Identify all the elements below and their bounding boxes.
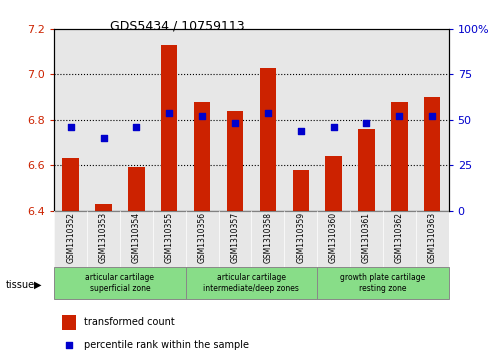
Bar: [416, 29, 449, 211]
Bar: [153, 29, 186, 211]
Bar: [325, 156, 342, 211]
Text: GSM1310362: GSM1310362: [395, 212, 404, 263]
Bar: [227, 111, 243, 211]
Bar: [87, 211, 120, 267]
Bar: [194, 102, 211, 211]
Bar: [153, 211, 186, 267]
Text: transformed count: transformed count: [84, 317, 175, 327]
Text: tissue: tissue: [6, 280, 35, 290]
Text: GSM1310356: GSM1310356: [198, 212, 207, 263]
Bar: [391, 102, 408, 211]
Point: [100, 135, 107, 141]
Bar: [120, 29, 153, 211]
Bar: [251, 211, 284, 267]
Bar: [63, 158, 79, 211]
Bar: [383, 211, 416, 267]
Text: growth plate cartilage
resting zone: growth plate cartilage resting zone: [340, 273, 425, 293]
Text: GSM1310357: GSM1310357: [231, 212, 240, 263]
Bar: [54, 29, 87, 211]
Bar: [284, 211, 317, 267]
Bar: [317, 211, 350, 267]
Bar: [186, 211, 218, 267]
Bar: [128, 167, 144, 211]
Bar: [87, 29, 120, 211]
Point: [67, 124, 74, 130]
Point: [297, 128, 305, 134]
Bar: [218, 29, 251, 211]
Text: GSM1310363: GSM1310363: [428, 212, 437, 263]
Text: percentile rank within the sample: percentile rank within the sample: [84, 340, 249, 350]
Text: ▶: ▶: [34, 280, 41, 290]
Bar: [416, 211, 449, 267]
Bar: [251, 29, 284, 211]
Point: [133, 124, 141, 130]
Text: GDS5434 / 10759113: GDS5434 / 10759113: [110, 20, 245, 33]
Bar: [62, 315, 76, 330]
Text: GSM1310359: GSM1310359: [296, 212, 305, 263]
Point: [264, 110, 272, 115]
Bar: [260, 68, 276, 211]
Bar: [54, 267, 186, 299]
Bar: [120, 211, 153, 267]
Bar: [186, 267, 317, 299]
Bar: [218, 211, 251, 267]
Text: GSM1310361: GSM1310361: [362, 212, 371, 263]
Bar: [54, 211, 87, 267]
Bar: [292, 170, 309, 211]
Point: [198, 113, 206, 119]
Point: [384, 235, 391, 241]
Text: GSM1310360: GSM1310360: [329, 212, 338, 263]
Bar: [317, 29, 350, 211]
Bar: [186, 29, 218, 211]
Bar: [350, 211, 383, 267]
Bar: [383, 29, 416, 211]
Bar: [161, 45, 177, 211]
Point: [395, 113, 403, 119]
Text: articular cartilage
intermediate/deep zones: articular cartilage intermediate/deep zo…: [204, 273, 299, 293]
Text: GSM1310355: GSM1310355: [165, 212, 174, 263]
Text: articular cartilage
superficial zone: articular cartilage superficial zone: [85, 273, 154, 293]
Point: [428, 113, 436, 119]
Bar: [358, 129, 375, 211]
Text: GSM1310354: GSM1310354: [132, 212, 141, 263]
Text: GSM1310353: GSM1310353: [99, 212, 108, 263]
Bar: [95, 204, 112, 211]
Bar: [424, 97, 440, 211]
Bar: [350, 29, 383, 211]
Point: [362, 121, 370, 126]
Text: GSM1310352: GSM1310352: [66, 212, 75, 263]
Point: [165, 110, 173, 115]
Point: [330, 124, 338, 130]
Bar: [284, 29, 317, 211]
Text: GSM1310358: GSM1310358: [263, 212, 272, 263]
Point: [231, 121, 239, 126]
Bar: [317, 267, 449, 299]
